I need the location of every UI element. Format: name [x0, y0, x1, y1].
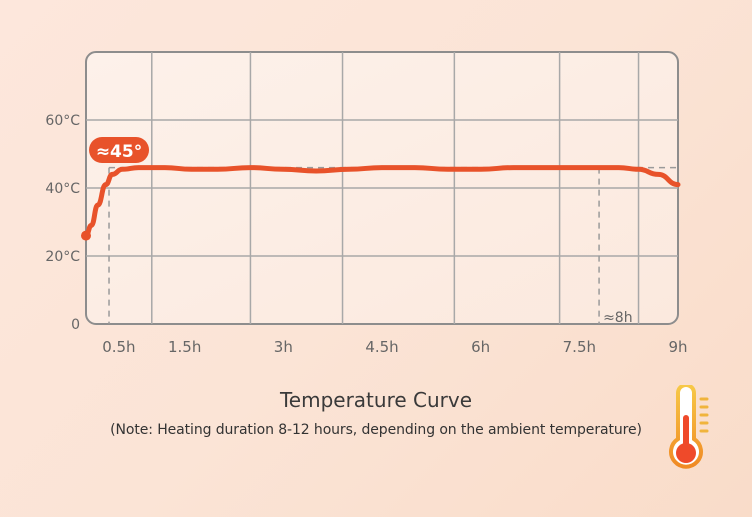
x-tick-label: 7.5h	[563, 338, 596, 356]
annotation-badge	[89, 137, 150, 163]
series-layer	[81, 165, 681, 241]
y-tick-label: 40°C	[45, 181, 80, 197]
x-tick-label: 1.5h	[168, 338, 201, 356]
annotation-label-8h: ≈8h	[603, 310, 633, 326]
x-tick-label: 0.5h	[102, 338, 135, 356]
chart-subtitle: (Note: Heating duration 8-12 hours, depe…	[110, 422, 642, 438]
annotations: ≈45° ≈8h	[89, 137, 633, 326]
x-tick-label: 9h	[668, 338, 687, 356]
series-line	[83, 165, 681, 239]
annotation-label-45: ≈45°	[96, 142, 142, 162]
x-tick-label: 6h	[471, 338, 490, 356]
chart-title: Temperature Curve	[279, 388, 473, 412]
x-tick-label: 3h	[274, 338, 293, 356]
y-tick-label: 20°C	[45, 249, 80, 265]
y-tick-label: 60°C	[45, 113, 80, 129]
grid-lines	[86, 52, 678, 324]
series-start-point	[81, 230, 91, 241]
temperature-chart: 0.5h 1.5h 3h 4.5h 6h 7.5h 9h 0 20°C 40°C 60°C ≈45…	[45, 51, 688, 356]
x-axis-ticks: 0.5h 1.5h 3h 4.5h 6h 7.5h 9h	[102, 338, 687, 356]
y-axis-ticks: 0 20°C 40°C 60°C	[45, 113, 80, 333]
x-tick-label: 4.5h	[365, 338, 398, 356]
y-tick-label: 0	[71, 317, 80, 333]
thermometer-icon	[669, 385, 709, 469]
